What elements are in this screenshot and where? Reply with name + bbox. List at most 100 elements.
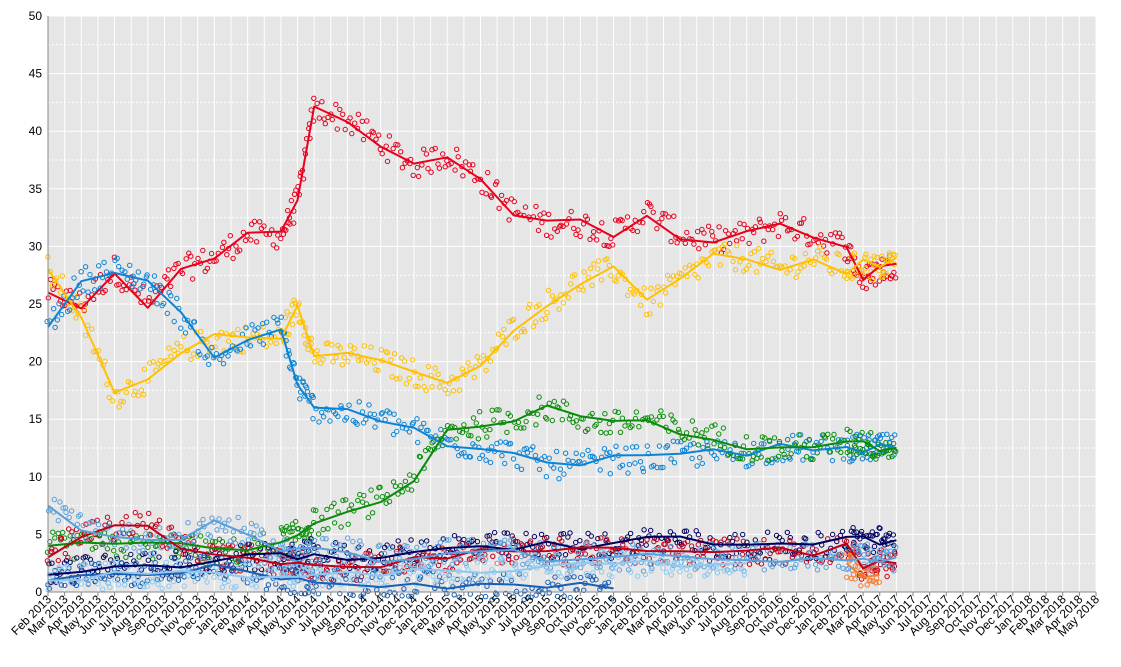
poll-point: [389, 374, 395, 380]
poll-point: [374, 494, 380, 500]
poll-point: [648, 527, 654, 534]
poll-point: [523, 530, 529, 537]
poll-point: [395, 538, 401, 544]
poll-point: [795, 269, 801, 275]
trend-line: [47, 535, 897, 576]
poll-point: [455, 154, 461, 160]
poll-point: [486, 576, 493, 583]
poll-point: [884, 549, 890, 555]
poll-point: [884, 573, 890, 580]
poll-point: [249, 322, 255, 328]
poll-point: [232, 540, 239, 546]
poll-point: [114, 255, 120, 261]
poll-point: [877, 525, 883, 532]
poll-point: [237, 346, 244, 352]
poll-point: [486, 533, 492, 539]
poll-point: [814, 248, 821, 255]
poll-point: [441, 559, 447, 565]
poll-point: [456, 594, 462, 600]
poll-point: [641, 208, 647, 215]
poll-point: [683, 528, 690, 534]
poll-point: [563, 401, 570, 407]
poll-point: [892, 252, 898, 258]
poll-point: [681, 436, 687, 443]
poll-point: [616, 567, 622, 573]
poll-point: [200, 247, 206, 254]
poll-point: [58, 536, 65, 542]
poll-point: [207, 533, 214, 539]
poll-point: [695, 442, 701, 448]
poll-point: [233, 243, 239, 249]
poll-point: [366, 402, 372, 408]
poll-point: [189, 276, 196, 282]
poll-point: [329, 116, 335, 123]
poll-point: [390, 431, 397, 438]
poll-point: [402, 478, 409, 484]
poll-point: [417, 454, 424, 460]
trend-line: [47, 563, 614, 590]
poll-point: [349, 130, 355, 137]
poll-point: [483, 367, 489, 374]
poll-point: [319, 514, 325, 520]
poll-point: [68, 508, 75, 514]
poll-point: [82, 264, 89, 270]
poll-point: [691, 241, 697, 247]
poll-point: [204, 554, 211, 560]
poll-point: [229, 543, 236, 549]
poll-point: [293, 312, 299, 318]
poll-point: [373, 577, 379, 583]
poll-point: [597, 467, 603, 473]
poll-point: [255, 325, 261, 331]
poll-point: [323, 536, 329, 542]
poll-point: [138, 387, 145, 393]
poll-point: [197, 533, 204, 539]
poll-point: [60, 529, 66, 536]
poll-point: [198, 328, 204, 335]
poll-point: [203, 538, 209, 544]
poll-point: [496, 205, 502, 212]
poll-point: [386, 498, 393, 505]
poll-point: [324, 506, 330, 513]
poll-point: [46, 561, 52, 567]
poll-point: [345, 521, 351, 527]
poll-point: [352, 120, 358, 126]
poll-point: [604, 256, 610, 262]
poll-point: [460, 577, 467, 583]
poll-point: [601, 242, 607, 249]
y-tick-label: 45: [29, 67, 43, 81]
poll-point: [370, 129, 377, 136]
poll-point: [722, 241, 728, 247]
poll-point: [253, 239, 260, 245]
poll-point: [59, 273, 66, 279]
poll-point: [743, 434, 750, 440]
poll-point: [554, 593, 561, 600]
poll-point: [415, 173, 422, 180]
poll-point: [331, 500, 337, 506]
y-tick-label: 5: [35, 527, 42, 541]
poll-point: [489, 444, 495, 450]
poll-point: [675, 439, 681, 445]
poll-point: [595, 266, 601, 272]
poll-point: [522, 572, 529, 578]
y-tick-label: 20: [29, 355, 43, 369]
poll-point: [354, 421, 360, 427]
poll-point: [197, 351, 203, 358]
poll-point: [630, 541, 636, 547]
poll-point: [168, 353, 174, 360]
poll-point: [226, 578, 232, 584]
poll-point: [164, 545, 170, 551]
poll-point: [140, 547, 146, 554]
poll-point: [687, 442, 694, 448]
poll-point: [711, 441, 717, 447]
poll-point: [741, 572, 748, 578]
poll-point: [622, 556, 629, 562]
poll-point: [166, 345, 172, 351]
poll-point: [314, 100, 320, 107]
poll-point: [637, 459, 644, 465]
poll-point: [544, 416, 550, 422]
poll-point: [494, 560, 501, 567]
poll-point: [598, 548, 604, 555]
poll-point: [474, 538, 481, 545]
poll-point: [775, 453, 782, 459]
poll-point: [417, 574, 424, 580]
